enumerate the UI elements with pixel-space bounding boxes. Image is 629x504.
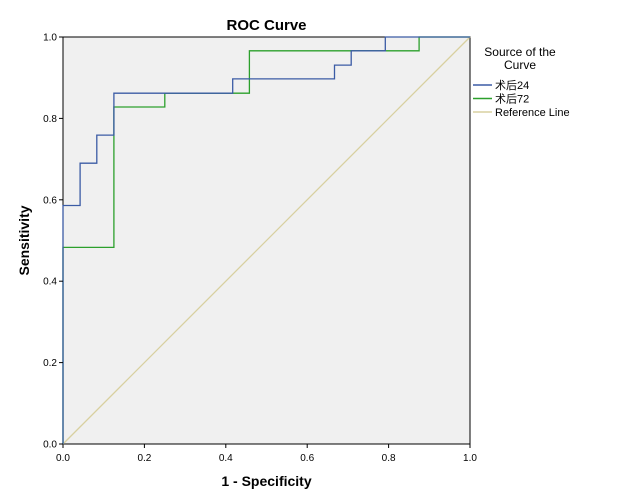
legend-title: Source of the: [484, 45, 556, 59]
x-tick-label: 0.0: [56, 453, 70, 464]
legend-title: Curve: [504, 58, 536, 72]
x-tick-label: 0.4: [219, 453, 233, 464]
x-axis-title: 1 - Specificity: [221, 473, 311, 489]
y-tick-label: 0.6: [43, 195, 57, 206]
series-line-0: [62, 36, 470, 444]
y-tick-label: 0.8: [43, 114, 57, 125]
series-layer: [62, 36, 471, 445]
y-axis-title: Sensitivity: [16, 205, 32, 275]
chart-title: ROC Curve: [226, 17, 306, 34]
x-tick-label: 0.2: [137, 453, 151, 464]
legend-label: 术后72: [495, 93, 529, 106]
x-tick-label: 0.8: [382, 453, 396, 464]
y-tick-label: 1.0: [43, 33, 57, 44]
y-tick-label: 0.0: [43, 440, 57, 451]
y-tick-label: 0.4: [43, 277, 57, 288]
y-tick-label: 0.2: [43, 358, 57, 369]
axes-layer: 0.0 0.2 0.4 0.6 0.8 1.0 0.0 0.2 0.4 0.6 0.8 1.0: [43, 33, 477, 465]
legend-label: Reference Line: [495, 107, 570, 119]
series-line-2: [62, 36, 471, 445]
x-tick-label: 1.0: [463, 453, 477, 464]
x-tick-label: 0.6: [300, 453, 314, 464]
legend-label: 术后24: [495, 79, 529, 92]
